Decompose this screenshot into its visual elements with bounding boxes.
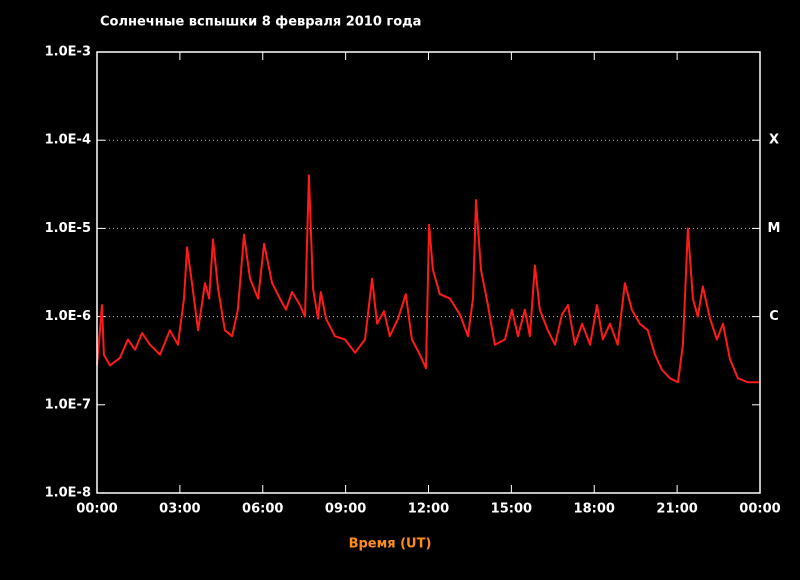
- y-tick-label: 1.0E-5: [45, 221, 91, 236]
- class-label: X: [769, 133, 779, 148]
- x-tick-label: 21:00: [656, 502, 697, 517]
- x-tick-label: 06:00: [242, 502, 283, 517]
- y-tick-label: 1.0E-8: [45, 486, 91, 501]
- x-tick-label: 00:00: [76, 502, 117, 517]
- y-tick-label: 1.0E-3: [45, 45, 91, 60]
- y-tick-label: 1.0E-4: [45, 133, 91, 148]
- y-tick-label: 1.0E-6: [45, 309, 91, 324]
- x-tick-label: 18:00: [574, 502, 615, 517]
- x-tick-label: 15:00: [491, 502, 532, 517]
- class-label: M: [768, 221, 781, 236]
- x-tick-label: 00:00: [739, 502, 780, 517]
- x-tick-label: 09:00: [325, 502, 366, 517]
- data-line: [96, 174, 760, 384]
- x-tick-label: 12:00: [408, 502, 449, 517]
- x-axis-label: Время (UT): [349, 537, 432, 552]
- y-tick-label: 1.0E-7: [45, 397, 91, 412]
- chart-title: Солнечные вспышки 8 февраля 2010 года: [100, 15, 421, 30]
- x-tick-label: 03:00: [159, 502, 200, 517]
- class-label: C: [769, 309, 779, 324]
- plot-frame: [96, 51, 761, 494]
